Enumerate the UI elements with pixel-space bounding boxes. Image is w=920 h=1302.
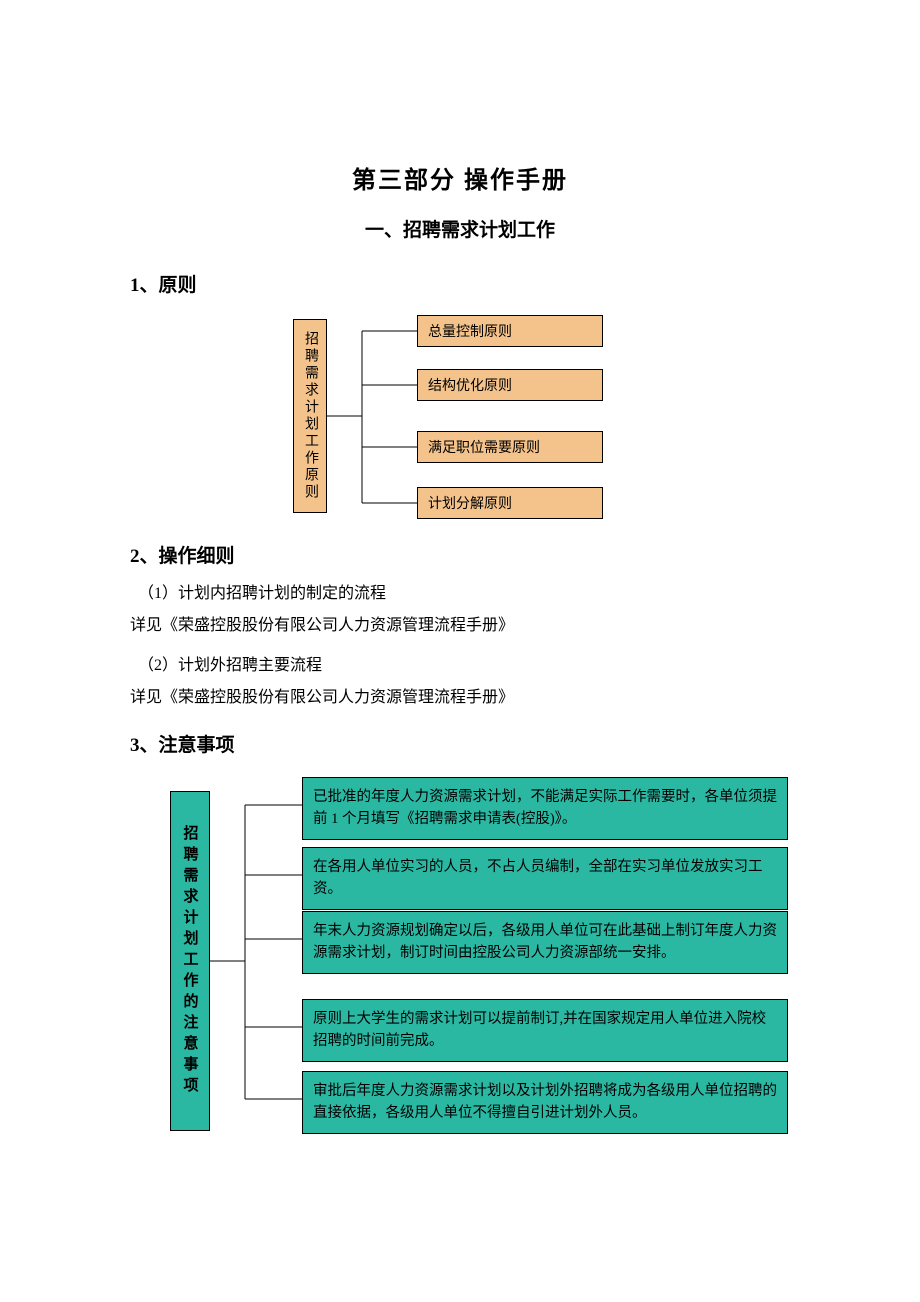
- section-2-line: （1）计划内招聘计划的制定的流程: [130, 578, 790, 610]
- section-2-heading: 2、操作细则: [130, 541, 790, 568]
- section-2-line: 详见《荣盛控股股份有限公司人力资源管理流程手册》: [130, 610, 790, 642]
- principles-tree-leaf: 结构优化原则: [417, 369, 603, 401]
- notes-tree-leaf: 年末人力资源规划确定以后，各级用人单位可在此基础上制订年度人力资源需求计划，制订…: [302, 911, 788, 974]
- principles-tree-connectors: [327, 311, 417, 521]
- notes-tree-diagram: 招聘需求计划工作的注意事项 已批准的年度人力资源需求计划，不能满足实际工作需要时…: [130, 771, 790, 1151]
- principles-tree-root: 招聘需求计划工作原则: [293, 319, 327, 513]
- principles-tree-leaf: 总量控制原则: [417, 315, 603, 347]
- notes-tree-root: 招聘需求计划工作的注意事项: [170, 791, 210, 1131]
- principles-tree-diagram: 招聘需求计划工作原则 总量控制原则结构优化原则满足职位需要原则计划分解原则: [275, 311, 645, 521]
- notes-tree-leaf: 在各用人单位实习的人员，不占人员编制，全部在实习单位发放实习工资。: [302, 847, 788, 910]
- page-subtitle: 一、招聘需求计划工作: [130, 215, 790, 242]
- notes-tree-leaf: 原则上大学生的需求计划可以提前制订,并在国家规定用人单位进入院校招聘的时间前完成…: [302, 999, 788, 1062]
- principles-tree-root-label: 招聘需求计划工作原则: [300, 325, 320, 507]
- notes-tree-leaf: 已批准的年度人力资源需求计划，不能满足实际工作需要时，各单位须提前 1 个月填写…: [302, 777, 788, 840]
- notes-tree-connectors: [210, 771, 302, 1151]
- principles-tree-leaf: 计划分解原则: [417, 487, 603, 519]
- section-3-heading: 3、注意事项: [130, 730, 790, 757]
- document-page: 第三部分 操作手册 一、招聘需求计划工作 1、原则 招聘需求计划工作原则 总量控…: [0, 0, 920, 1251]
- section-1-heading: 1、原则: [130, 270, 790, 297]
- notes-tree-leaf: 审批后年度人力资源需求计划以及计划外招聘将成为各级用人单位招聘的直接依据，各级用…: [302, 1071, 788, 1134]
- section-2-line: 详见《荣盛控股股份有限公司人力资源管理流程手册》: [130, 682, 790, 714]
- section-2-line: （2）计划外招聘主要流程: [130, 650, 790, 682]
- page-title: 第三部分 操作手册: [130, 160, 790, 195]
- notes-tree-root-label: 招聘需求计划工作的注意事项: [180, 817, 201, 1106]
- principles-tree-leaf: 满足职位需要原则: [417, 431, 603, 463]
